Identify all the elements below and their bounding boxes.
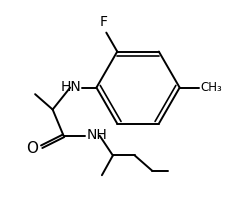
Text: F: F xyxy=(100,15,108,29)
Text: NH: NH xyxy=(86,128,107,142)
Text: O: O xyxy=(26,141,38,156)
Text: HN: HN xyxy=(60,79,81,94)
Text: CH₃: CH₃ xyxy=(200,81,221,94)
